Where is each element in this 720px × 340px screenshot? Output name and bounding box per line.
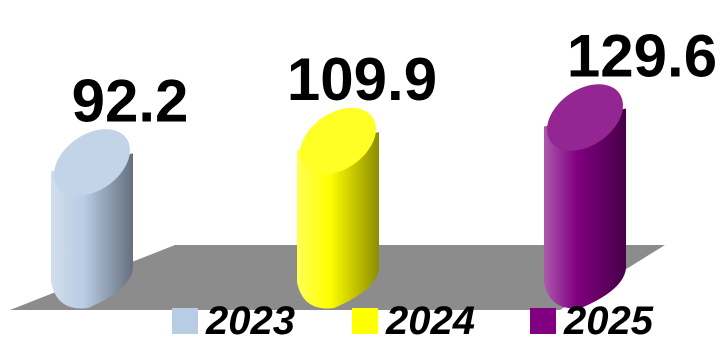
legend-label-2025: 2025 bbox=[563, 299, 654, 340]
bar-top-2023 bbox=[54, 129, 130, 196]
bar-2024 bbox=[297, 132, 380, 309]
value-label-2024: 109.9 bbox=[287, 46, 437, 113]
legend-swatch-2025 bbox=[530, 308, 556, 334]
value-label-2025: 129.6 bbox=[567, 22, 717, 89]
bar-top-2024 bbox=[300, 107, 376, 175]
legend-swatch-2024 bbox=[352, 308, 378, 334]
legend-swatch-2023 bbox=[172, 308, 198, 334]
legend-label-2023: 2023 bbox=[205, 299, 295, 340]
legend-label-2024: 2024 bbox=[385, 299, 475, 340]
bar-2025 bbox=[544, 108, 627, 309]
value-label-2023: 92.2 bbox=[72, 67, 189, 134]
bar-top-2025 bbox=[547, 84, 623, 151]
value-labels-group: 92.2 109.9 129.6 bbox=[72, 22, 717, 134]
legend: 2023 2024 2025 bbox=[172, 299, 654, 340]
bars-group bbox=[51, 84, 627, 309]
